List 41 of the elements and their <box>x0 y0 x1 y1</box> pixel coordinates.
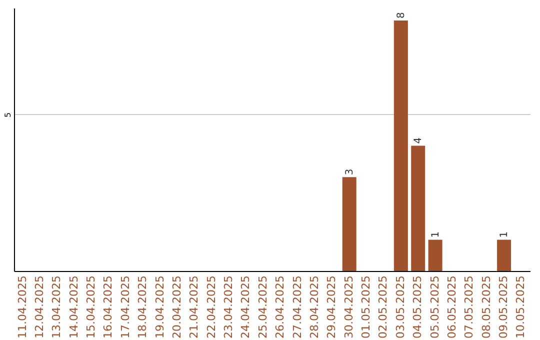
data-label: 3 <box>344 168 356 176</box>
x-tick-label: 26.04.2025 <box>274 276 287 338</box>
x-tick-label: 19.04.2025 <box>153 276 166 338</box>
x-tick-label: 10.05.2025 <box>514 276 528 338</box>
data-label: 1 <box>499 231 510 238</box>
bar <box>411 146 426 271</box>
x-tick-label: 18.04.2025 <box>136 276 150 338</box>
x-tick-label: 27.04.2025 <box>290 276 304 338</box>
x-tick-label: 20.04.2025 <box>170 276 184 338</box>
bar <box>342 177 356 271</box>
x-tick-label: 14.04.2025 <box>67 276 80 338</box>
x-tick-label: 01.05.2025 <box>360 276 373 338</box>
x-tick-label: 22.04.2025 <box>204 276 218 338</box>
y-tick-label: 5 <box>4 112 12 118</box>
x-tick-label: 06.05.2025 <box>445 276 458 338</box>
x-tick-label: 12.04.2025 <box>32 276 46 338</box>
data-label: 1 <box>430 231 442 238</box>
x-tick-label: 15.04.2025 <box>84 276 98 338</box>
x-tick-label: 05.05.2025 <box>428 276 442 338</box>
x-tick-label: 09.05.2025 <box>497 276 510 338</box>
x-tick-label: 11.04.2025 <box>16 276 29 338</box>
x-tick-label: 21.04.2025 <box>188 276 201 338</box>
x-tick-label: 25.04.2025 <box>256 276 270 338</box>
x-tick-label: 17.04.2025 <box>118 276 132 338</box>
x-tick-label: 23.04.2025 <box>222 276 236 338</box>
x-tick-label: 28.04.2025 <box>308 276 321 338</box>
x-tick-label: 24.04.2025 <box>239 276 252 338</box>
x-tick-label: 29.04.2025 <box>325 276 338 338</box>
x-tick-label: 07.05.2025 <box>462 276 476 338</box>
data-label: 8 <box>396 12 407 19</box>
x-tick-label: 13.04.2025 <box>50 276 64 338</box>
bar <box>428 240 442 271</box>
bar <box>497 240 512 271</box>
x-tick-label: 03.05.2025 <box>394 276 407 338</box>
x-tick-label: 02.05.2025 <box>376 276 390 338</box>
bar <box>394 20 408 271</box>
x-tick-label: 04.05.2025 <box>411 276 424 338</box>
x-tick-label: 08.05.2025 <box>480 276 493 338</box>
data-label: 4 <box>413 137 424 144</box>
x-tick-label: 16.04.2025 <box>102 276 115 338</box>
x-tick-label: 30.04.2025 <box>342 276 356 338</box>
